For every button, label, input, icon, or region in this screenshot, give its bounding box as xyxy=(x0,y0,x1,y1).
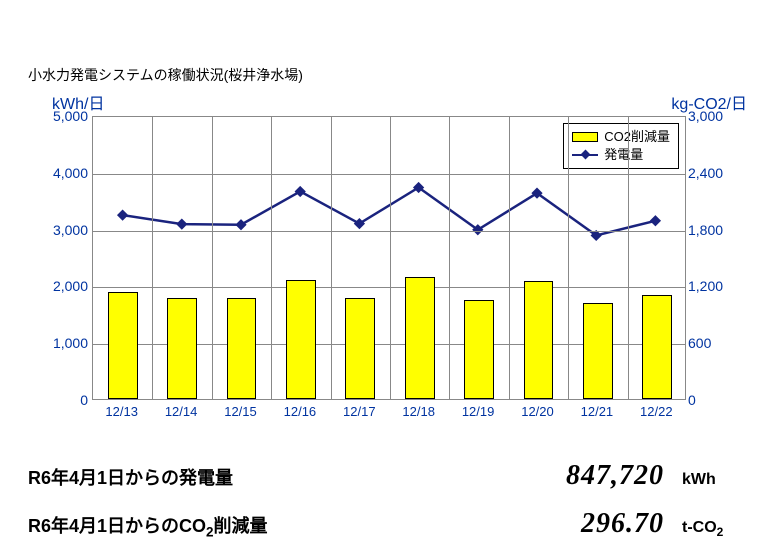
x-tick-label: 12/22 xyxy=(640,404,673,419)
bar xyxy=(405,277,435,399)
summary-label-co2-sub: 2 xyxy=(206,525,214,540)
summary-unit-co2: t-CO2 xyxy=(682,519,738,539)
summary-label-co2-tail: 削減量 xyxy=(214,516,268,536)
gridline-v xyxy=(331,117,332,399)
y1-tick-label: 4,000 xyxy=(42,165,88,181)
y1-tick-label: 1,000 xyxy=(42,335,88,351)
line-marker xyxy=(531,188,542,199)
bar xyxy=(642,295,672,399)
x-tick-label: 12/15 xyxy=(224,404,257,419)
line-marker xyxy=(295,186,306,197)
chart-area: CO2削減量 発電量 0 1,000 2,000 3,000 4,000 5,000 0 60… xyxy=(42,108,732,428)
gridline-h xyxy=(93,287,685,288)
y1-tick-label: 5,000 xyxy=(42,108,88,124)
gridline-v xyxy=(152,117,153,399)
bar xyxy=(345,298,375,399)
x-tick-label: 12/19 xyxy=(462,404,495,419)
summary-label-generation: R6年4月1日からの発電量 xyxy=(28,464,233,490)
gridline-v xyxy=(449,117,450,399)
x-tick-label: 12/13 xyxy=(105,404,138,419)
y2-tick-label: 3,000 xyxy=(688,108,732,124)
y2-tick-label: 1,200 xyxy=(688,278,732,294)
legend-label-line: 発電量 xyxy=(604,146,643,164)
line-marker xyxy=(413,182,424,193)
line-marker xyxy=(354,218,365,229)
line-marker xyxy=(235,219,246,230)
summary-label-co2: R6年4月1日からのCO2削減量 xyxy=(28,512,268,540)
bar xyxy=(583,303,613,399)
line-marker xyxy=(117,210,128,221)
bar xyxy=(464,300,494,399)
gridline-v xyxy=(568,117,569,399)
gridline-h xyxy=(93,174,685,175)
summary-row-co2: R6年4月1日からのCO2削減量 296.70 t-CO2 xyxy=(28,508,738,540)
x-tick-label: 12/17 xyxy=(343,404,376,419)
y2-tick-label: 1,800 xyxy=(688,222,732,238)
y1-tick-label: 3,000 xyxy=(42,222,88,238)
gridline-v xyxy=(212,117,213,399)
line-marker xyxy=(176,219,187,230)
summary-unit-co2-sub: 2 xyxy=(717,525,724,539)
x-tick-label: 12/16 xyxy=(284,404,317,419)
gridline-v xyxy=(509,117,510,399)
summary-row-generation: R6年4月1日からの発電量 847,720 kWh xyxy=(28,460,738,492)
x-tick-label: 12/20 xyxy=(521,404,554,419)
x-tick-label: 12/14 xyxy=(165,404,198,419)
plot-area: CO2削減量 発電量 xyxy=(92,116,686,400)
legend-label-bar: CO2削減量 xyxy=(604,128,670,146)
legend: CO2削減量 発電量 xyxy=(563,123,679,169)
y1-tick-label: 0 xyxy=(42,392,88,408)
summary-label-co2-head: R6年4月1日からのCO xyxy=(28,516,206,536)
line-marker xyxy=(650,215,661,226)
bar xyxy=(286,280,316,399)
legend-swatch-bar xyxy=(572,132,598,142)
legend-item-line: 発電量 xyxy=(572,146,670,164)
bar xyxy=(524,281,554,399)
x-tick-label: 12/21 xyxy=(581,404,614,419)
summary-unit-generation: kWh xyxy=(682,471,738,489)
line-series xyxy=(123,188,656,236)
gridline-v xyxy=(628,117,629,399)
y2-tick-label: 2,400 xyxy=(688,165,732,181)
bar xyxy=(108,292,138,399)
summary-value-co2: 296.70 xyxy=(581,508,664,540)
gridline-v xyxy=(390,117,391,399)
summary-value-generation: 847,720 xyxy=(566,460,664,492)
y1-tick-label: 2,000 xyxy=(42,278,88,294)
legend-swatch-line xyxy=(572,154,598,156)
legend-item-bar: CO2削減量 xyxy=(572,128,670,146)
chart-title: 小水力発電システムの稼働状況(桜井浄水場) xyxy=(28,65,303,85)
bar xyxy=(167,298,197,399)
y2-tick-label: 0 xyxy=(688,392,732,408)
x-tick-label: 12/18 xyxy=(402,404,435,419)
bar xyxy=(227,298,257,399)
summary-unit-co2-head: t-CO xyxy=(682,519,717,536)
gridline-h xyxy=(93,231,685,232)
gridline-v xyxy=(271,117,272,399)
y2-tick-label: 600 xyxy=(688,335,732,351)
